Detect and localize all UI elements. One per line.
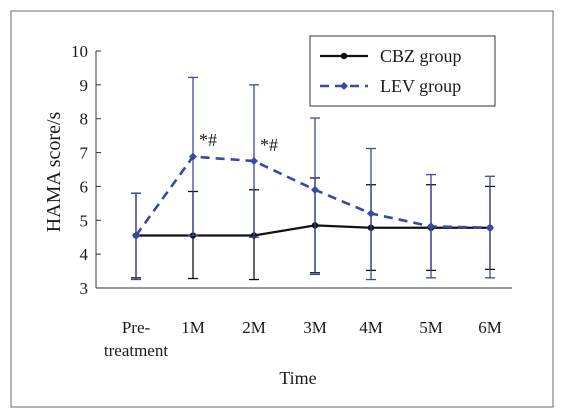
series-lev	[131, 76, 495, 281]
legend: CBZ group LEV group	[309, 35, 496, 107]
x-axis-title: Time	[279, 368, 316, 388]
error-bar-lev	[310, 117, 320, 276]
legend-item-lev: LEV group	[320, 76, 461, 96]
legend-box	[309, 35, 496, 107]
y-tick-label: 10	[71, 42, 88, 61]
legend-swatch-marker	[340, 52, 348, 60]
x-tick-label: 1M	[181, 318, 205, 337]
x-tick-label: 2M	[242, 318, 266, 337]
x-tick-label: 3M	[303, 318, 327, 337]
data-point-lev	[367, 209, 375, 218]
data-point-lev	[189, 152, 197, 161]
data-point-lev	[132, 231, 140, 240]
data-point-lev	[486, 223, 494, 232]
y-tick-label: 3	[80, 279, 89, 298]
data-point-lev	[250, 157, 258, 166]
y-tick-label: 4	[80, 245, 89, 264]
legend-swatch-marker	[340, 82, 348, 90]
y-tick-label: 8	[80, 110, 89, 129]
legend-label: LEV group	[380, 76, 461, 96]
data-point-lev	[311, 185, 319, 194]
x-tick-label: 4M	[359, 318, 383, 337]
legend-label: CBZ group	[380, 46, 462, 66]
x-tick-label: 6M	[478, 318, 502, 337]
y-tick-label: 9	[80, 76, 89, 95]
y-tick-label: 7	[80, 144, 89, 163]
significance-annotation: *#	[199, 130, 217, 150]
y-tick-label: 6	[80, 177, 89, 196]
significance-annotation: *#	[260, 135, 278, 155]
y-tick-label: 5	[80, 211, 89, 230]
x-tick-label: 5M	[419, 318, 443, 337]
x-tick-label: treatment	[104, 341, 168, 360]
data-point-lev	[427, 222, 435, 231]
x-tick-label: Pre-	[122, 318, 151, 337]
y-axis-title: HAMA score/s	[43, 112, 65, 233]
legend-item-cbz: CBZ group	[320, 46, 462, 66]
